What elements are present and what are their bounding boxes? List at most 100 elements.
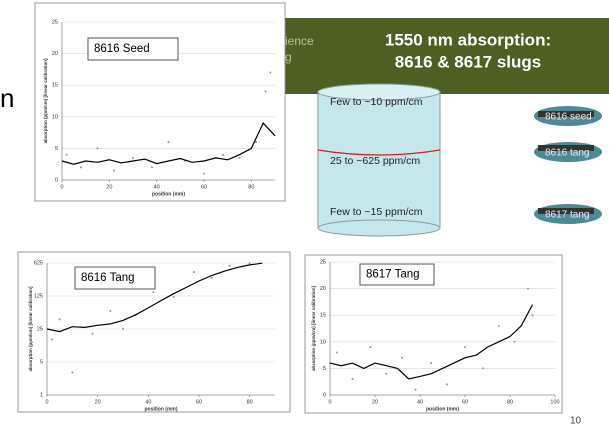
x-tick-label: 20 [95,399,101,405]
y-tick-label: 1 [40,392,43,398]
x-tick-label: 0 [60,184,63,190]
x-axis-label: position (mm) [152,191,185,197]
x-tick-label: 20 [372,399,378,405]
header-title: 1550 nm absorption: [385,30,551,49]
scatter-point [527,287,529,290]
title-box [74,266,156,290]
scatter-point [497,324,500,327]
x-tick-label: 60 [462,399,468,405]
x-tick-label: 40 [145,399,151,405]
x-tick-label: 60 [196,399,202,405]
page-number: 10 [570,416,582,427]
boundary-line [317,149,441,156]
title-box [87,37,179,61]
y-tick-label: 0 [55,177,58,183]
trend-line [61,122,276,165]
scatter-point [172,295,175,298]
y-tick-label: 0 [323,392,326,398]
scatter-point [238,156,241,159]
chart-title: 8616 Seed [94,43,150,55]
y-tick-label: 5 [323,366,326,372]
scatter-point [351,378,354,381]
scatter-point [430,362,433,365]
y-tick-label: 15 [320,313,326,319]
y-tick-label: 10 [320,339,326,345]
y-tick-label: 5 [40,359,43,365]
title-box [359,263,435,286]
scatter-point [228,264,231,267]
scatter-point [152,291,155,294]
y-axis-label: absorption (ppm/cm) [linear calibration] [311,285,316,371]
piece-bar [538,208,594,214]
y-tick-label: 25 [37,326,43,332]
x-tick-label: 0 [45,399,48,405]
x-tick-label: 80 [247,399,253,405]
chart-title: 8617 Tang [366,269,420,281]
scatter-point [71,371,74,374]
x-tick-label: 100 [550,399,559,405]
scatter-point [369,346,372,349]
scatter-point [446,383,448,386]
y-axis-label: absorption (ppm/cm) [linear calibration] [43,58,48,144]
scatter-point [385,372,388,375]
scatter-point [248,262,251,265]
y-tick-label: 20 [52,51,58,57]
obscured-text: ience [285,34,314,48]
trend-line [46,262,263,333]
scatter-point [264,90,267,93]
y-tick-label: 25 [52,19,58,25]
scatter-point [132,156,134,159]
scatter-point [221,153,224,156]
region-label: 25 to ~625 ppm/cm [330,155,420,167]
y-axis-label: absorption (ppm/cm) [linear calibration] [28,286,33,372]
x-tick-label: 80 [507,399,513,405]
piece-bar [538,145,594,151]
x-axis-label: position (mm) [426,406,459,412]
x-axis-label: position (mm) [144,406,177,412]
scatter-point [109,310,112,313]
x-tick-label: 20 [106,184,112,190]
region-label: Few to ~15 ppm/cm [330,206,423,218]
scatter-point [122,328,124,330]
scatter-point [482,367,484,370]
scatter-point [203,172,205,175]
scatter-point [150,166,153,169]
piece-label: 8616 tang [545,148,590,159]
scatter-point [79,166,82,169]
scatter-point [113,169,116,172]
region-label: Few to ~10 ppm/cm [330,96,423,108]
y-tick-label: 25 [320,259,326,265]
scatter-point [65,153,68,156]
scatter-point [255,141,258,144]
x-tick-label: 80 [248,184,254,190]
header-band [270,18,609,94]
scatter-point [167,141,170,144]
piece-bar [538,111,594,117]
scatter-point [401,356,403,359]
chart-title: 8616 Tang [81,272,135,284]
scatter-point [192,271,195,274]
scatter-point [269,71,272,74]
y-tick-label: 625 [34,260,43,266]
y-tick-label: 10 [52,114,58,120]
trend-line [329,304,534,380]
piece-label: 8617 tang [545,210,590,221]
scatter-point [531,314,534,317]
cylinder-bottom [317,219,441,237]
header-title: 8616 & 8617 slugs [395,52,541,71]
cylinder-body [317,91,441,229]
scatter-point [513,340,516,343]
scatter-point [335,351,338,354]
scatter-point [414,388,417,391]
y-tick-label: 20 [320,286,326,292]
x-tick-label: 40 [154,184,160,190]
scatter-point [210,277,213,280]
y-tick-label: 5 [55,146,58,152]
x-tick-label: 40 [417,399,423,405]
cylinder-top [317,83,441,101]
piece-label: 8616 seed [545,112,592,123]
x-tick-label: 0 [328,399,331,405]
edge-letter: n [0,83,14,113]
